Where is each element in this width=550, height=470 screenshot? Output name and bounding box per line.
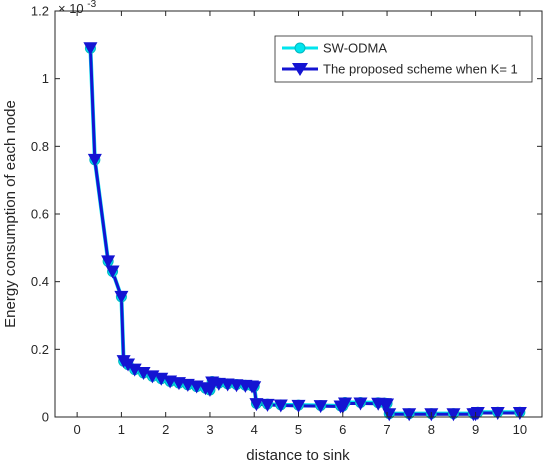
series-line-0 — [88, 48, 520, 416]
data-point-proposed — [380, 398, 395, 412]
data-point-proposed — [249, 398, 264, 412]
x-tick-label: 5 — [295, 422, 302, 437]
data-point-proposed — [114, 290, 129, 304]
data-point-proposed — [247, 381, 262, 395]
data-point-proposed — [353, 397, 368, 411]
data-point-proposed — [260, 398, 275, 412]
data-point-proposed — [470, 406, 485, 420]
legend-marker-sw-odma — [294, 42, 306, 54]
y-tick-label: 1 — [42, 71, 49, 86]
x-tick-label: 4 — [251, 422, 258, 437]
data-point-proposed — [101, 255, 116, 269]
x-tick-label: 9 — [472, 422, 479, 437]
x-axis-label: distance to sink — [246, 447, 350, 464]
x-tick-label: 3 — [206, 422, 213, 437]
y-tick-label: 0.8 — [31, 139, 49, 154]
y-exponent-power: -3 — [87, 0, 96, 10]
data-point-proposed — [121, 358, 136, 372]
x-tick-label: 1 — [118, 422, 125, 437]
data-point-proposed — [313, 400, 328, 414]
data-point-proposed — [105, 265, 120, 279]
data-point-proposed — [490, 406, 505, 420]
series-line-1 — [88, 48, 520, 416]
data-point-proposed — [337, 397, 352, 411]
legend-box — [274, 35, 533, 83]
data-point-proposed — [127, 363, 142, 377]
data-point-proposed — [136, 367, 151, 381]
x-tick-label: 0 — [74, 422, 81, 437]
ticks-layer: 0 1 2 3 4 5 6 7 8 9 10 0 0.2 0.4 0.6 0.8 1 1.2 — [31, 4, 542, 437]
y-axis-label: Energy consumption of each node — [2, 100, 19, 328]
x-tick-label: 10 — [513, 422, 527, 437]
legend: SW-ODMA The proposed scheme when K= 1 — [274, 35, 533, 83]
legend-label-sw-odma: SW-ODMA — [323, 41, 387, 56]
legend-marker-proposed — [292, 63, 308, 76]
data-point-proposed — [382, 408, 397, 422]
series-layer — [83, 42, 527, 422]
data-point-proposed — [83, 42, 98, 56]
y-tick-label: 1.2 — [31, 4, 49, 19]
data-point-proposed — [202, 383, 217, 397]
x-tick-label: 6 — [339, 422, 346, 437]
legend-label-proposed: The proposed scheme when K= 1 — [323, 62, 518, 77]
y-exponent-label: × 10 -3 — [58, 0, 97, 16]
data-point-proposed — [273, 399, 288, 413]
data-point-proposed — [291, 399, 306, 413]
x-tick-label: 2 — [162, 422, 169, 437]
y-tick-label: 0.4 — [31, 274, 49, 289]
data-point-proposed — [446, 408, 461, 422]
data-point-proposed — [87, 153, 102, 167]
y-tick-label: 0.2 — [31, 342, 49, 357]
data-point-proposed — [402, 408, 417, 422]
y-tick-label: 0.6 — [31, 207, 49, 222]
y-exponent-base: × 10 — [58, 1, 84, 16]
y-tick-label: 0 — [42, 410, 49, 425]
x-tick-label: 8 — [428, 422, 435, 437]
x-tick-label: 7 — [383, 422, 390, 437]
